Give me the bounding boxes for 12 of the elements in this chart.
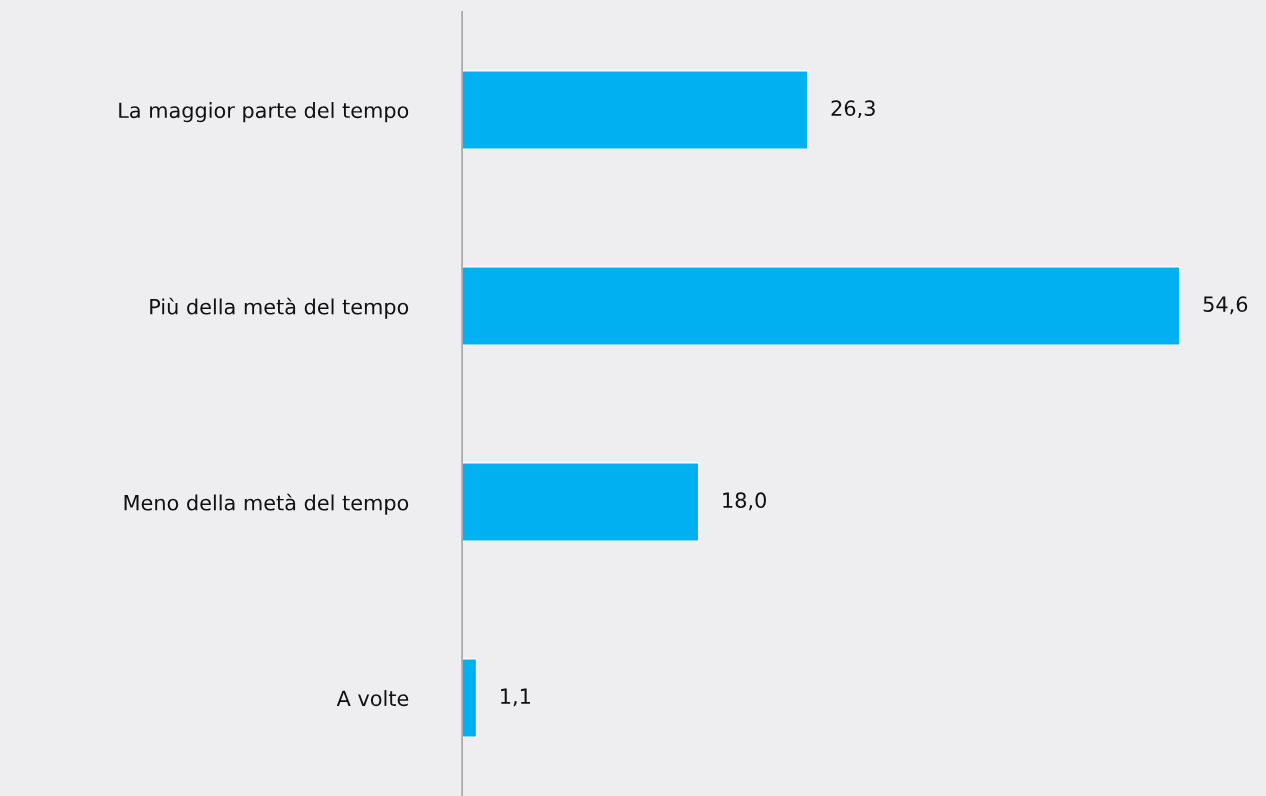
data-label: 18,0 [723, 492, 766, 511]
y-tick-label: Meno della metà del tempo [124, 493, 409, 515]
bar [462, 462, 700, 542]
y-tick-label: La maggior parte del tempo [119, 102, 409, 123]
y-tick-label: Più della metà del tempo [150, 297, 409, 319]
y-tick-label: A volte [336, 690, 409, 707]
data-label: 26,3 [831, 100, 875, 119]
bar [462, 658, 478, 738]
data-label: 54,6 [1203, 296, 1248, 315]
data-label: 1,1 [501, 688, 530, 707]
bar [462, 266, 1180, 346]
bar [462, 70, 809, 150]
